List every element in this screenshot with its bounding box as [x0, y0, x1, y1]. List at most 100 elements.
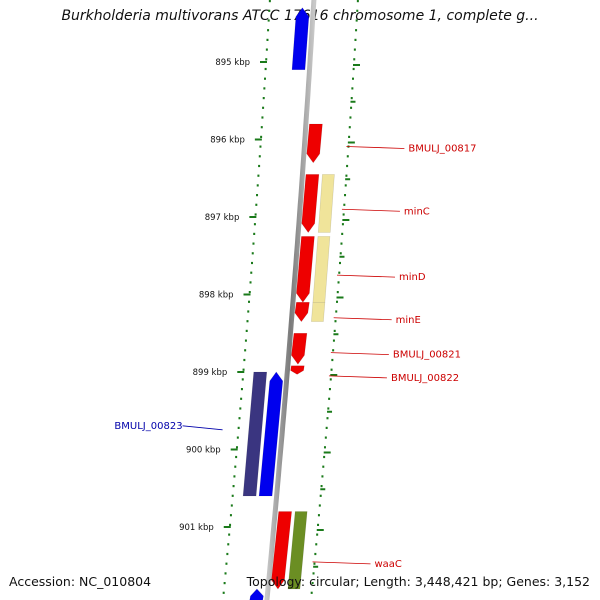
- scale-minor-tick: [313, 565, 319, 568]
- scale-minor-tick: [333, 333, 339, 336]
- ruler-dot-outer: [339, 261, 342, 265]
- ruler-dot-inner: [237, 426, 240, 429]
- ruler-dot-outer: [330, 368, 333, 371]
- ruler-dot-inner: [256, 194, 259, 197]
- scale-minor-tick: [339, 255, 345, 258]
- feature-reverse-cds: [291, 7, 310, 71]
- ruler-dot-inner: [262, 106, 265, 109]
- ruler-dot-outer: [317, 523, 320, 526]
- ruler-dot-outer: [336, 291, 339, 294]
- gene-label-bmulj_00822: BMULJ_00822: [391, 373, 459, 384]
- feature-reverse-cds: [249, 588, 264, 600]
- ruler-dot-inner: [255, 203, 258, 206]
- ruler-dot-inner: [224, 572, 227, 575]
- ruler-dot-outer: [316, 533, 319, 536]
- ruler-dot-inner: [249, 281, 252, 284]
- scale-tick-mark: [243, 293, 251, 296]
- gene-label-bmulj_00823: BMULJ_00823: [114, 421, 182, 432]
- ruler-dot-inner: [223, 582, 226, 585]
- ruler-dot-inner: [264, 67, 267, 71]
- scale-ruler: 895 kbp 896 kbp 897 kbp 898 kbp 899 kbp 900 k…: [179, 58, 360, 568]
- ruler-dot-inner: [229, 523, 232, 526]
- ruler-dot-inner: [251, 261, 254, 265]
- ruler-dot-inner: [254, 213, 257, 216]
- backbone-line: [264, 0, 317, 600]
- label-leader-line: [312, 561, 371, 565]
- ruler-dot-inner: [245, 329, 248, 332]
- label-leader-line: [346, 146, 405, 149]
- ruler-dot-outer: [319, 494, 322, 497]
- gene-label-bmulj_00817: BMULJ_00817: [408, 143, 476, 154]
- ruler-dot-inner: [238, 417, 241, 420]
- scale-tick-mark-outer: [316, 529, 324, 531]
- label-leader-line: [182, 425, 223, 431]
- ruler-dot-inner: [248, 300, 251, 303]
- feature-forward-gene-minc: [317, 174, 335, 233]
- scale-tick-label: 897 kbp: [205, 213, 240, 223]
- ruler-dot-outer: [348, 135, 351, 138]
- ruler-dot-outer: [340, 242, 343, 245]
- ruler-dots: [222, 0, 359, 594]
- ruler-dot-outer: [326, 417, 329, 420]
- gene-label-mind: minD: [399, 272, 426, 283]
- scale-tick-mark-outer: [323, 451, 331, 454]
- ruler-dot-inner: [244, 349, 247, 352]
- ruler-dot-inner: [258, 164, 261, 168]
- ruler-dot-inner: [234, 465, 237, 468]
- ruler-dot-outer: [310, 591, 313, 594]
- ruler-dot-outer: [348, 126, 351, 129]
- ruler-dot-outer: [345, 174, 348, 177]
- scale-minor-tick: [327, 410, 333, 413]
- scale-minor-tick: [350, 100, 356, 103]
- ruler-dot-inner: [222, 591, 225, 594]
- ruler-dot-outer: [354, 38, 357, 41]
- scale-tick-mark: [237, 371, 245, 373]
- ruler-dot-outer: [315, 543, 318, 546]
- feature-forward-gene-mind: [312, 236, 331, 303]
- ruler-dot-outer: [334, 320, 337, 323]
- feature-reverse-gene-bmulj_00823: [242, 371, 268, 497]
- ruler-dot-inner: [248, 291, 251, 294]
- ruler-dot-inner: [236, 436, 239, 439]
- feature-forward-cds-bmulj_00817: [306, 123, 323, 164]
- ruler-dot-outer: [331, 358, 334, 362]
- scale-tick-label: 895 kbp: [215, 58, 250, 68]
- ruler-dot-outer: [311, 582, 314, 585]
- ruler-dot-inner: [227, 543, 230, 546]
- ruler-dot-outer: [332, 349, 335, 352]
- ruler-dot-inner: [260, 135, 263, 138]
- ruler-dot-inner: [257, 174, 260, 177]
- feature-forward-gene-mine: [311, 301, 326, 322]
- gene-label-bmulj_00821: BMULJ_00821: [393, 350, 461, 361]
- ruler-dot-outer: [312, 572, 315, 575]
- ruler-dot-outer: [337, 281, 340, 284]
- ruler-dot-inner: [240, 397, 243, 400]
- ruler-dot-outer: [328, 397, 331, 400]
- ruler-dot-inner: [259, 145, 262, 148]
- ruler-dot-inner: [266, 38, 269, 41]
- scale-tick-mark-outer: [336, 296, 344, 299]
- ruler-dot-inner: [230, 504, 233, 507]
- ruler-dot-outer: [346, 164, 349, 168]
- scale-tick-label: 896 kbp: [210, 136, 245, 146]
- ruler-dot-outer: [353, 48, 356, 51]
- topology-text: Topology: circular; Length: 3,448,421 bp…: [246, 574, 590, 589]
- scale-tick-mark-outer: [347, 141, 355, 144]
- ruler-dot-inner: [235, 446, 238, 449]
- feature-forward-cds-waac: [271, 511, 293, 590]
- ruler-dot-inner: [243, 358, 246, 362]
- ruler-dot-inner: [228, 533, 231, 536]
- ruler-dot-inner: [263, 77, 266, 80]
- feature-track: [242, 7, 335, 600]
- scale-tick-mark: [249, 216, 257, 218]
- ruler-dot-outer: [344, 194, 347, 197]
- ruler-dot-inner: [265, 58, 268, 61]
- scale-minor-tick: [345, 178, 351, 181]
- ruler-dot-inner: [268, 0, 271, 3]
- ruler-dot-inner: [241, 378, 244, 381]
- ruler-dot-outer: [344, 184, 347, 187]
- feature-forward-cds-bmulj_00822: [290, 365, 305, 375]
- ruler-dot-outer: [346, 155, 349, 158]
- ruler-dot-inner: [267, 29, 270, 32]
